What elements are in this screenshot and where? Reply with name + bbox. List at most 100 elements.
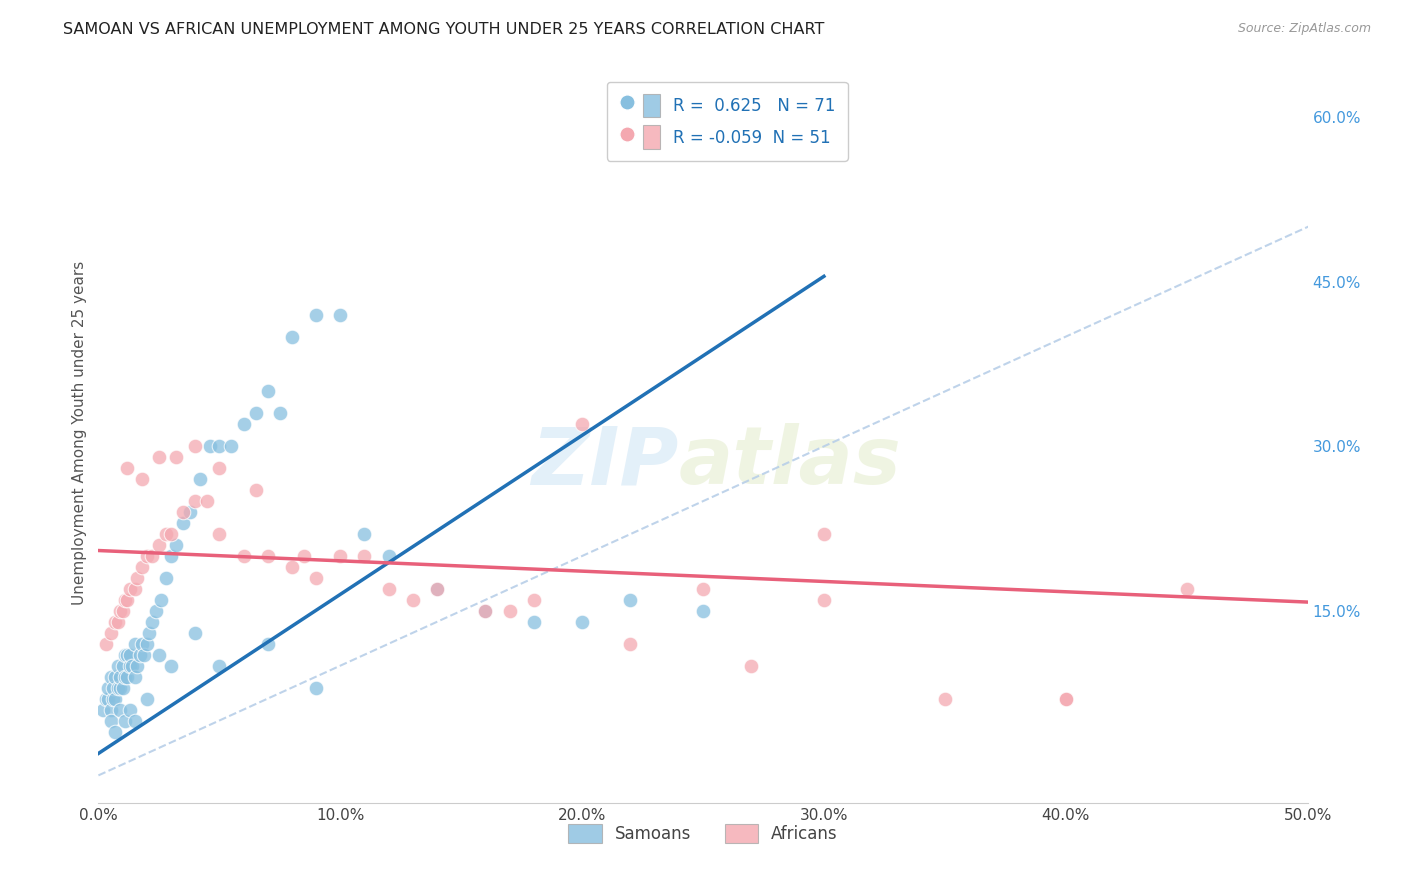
Point xyxy=(94,691,117,706)
Point xyxy=(353,549,375,563)
Point xyxy=(124,670,146,684)
Point xyxy=(232,417,254,432)
Point xyxy=(426,582,449,596)
Point xyxy=(114,593,136,607)
Point xyxy=(155,527,177,541)
Point xyxy=(117,461,139,475)
Point xyxy=(208,439,231,453)
Point xyxy=(165,538,187,552)
Point xyxy=(104,724,127,739)
Point xyxy=(108,681,131,695)
Point xyxy=(104,691,127,706)
Point xyxy=(474,604,496,618)
Point xyxy=(195,494,218,508)
Point xyxy=(160,527,183,541)
Point xyxy=(155,571,177,585)
Point xyxy=(813,593,835,607)
Point xyxy=(100,714,122,728)
Point xyxy=(740,658,762,673)
Point xyxy=(114,648,136,662)
Point xyxy=(232,549,254,563)
Point xyxy=(117,593,139,607)
Point xyxy=(150,593,173,607)
Point xyxy=(256,549,278,563)
Point xyxy=(148,450,170,465)
Point xyxy=(208,658,231,673)
Point xyxy=(1054,691,1077,706)
Legend: Samoans, Africans: Samoans, Africans xyxy=(561,817,845,850)
Point xyxy=(245,483,267,498)
Text: atlas: atlas xyxy=(679,423,901,501)
Point xyxy=(184,494,207,508)
Point xyxy=(104,615,127,629)
Point xyxy=(121,658,143,673)
Point xyxy=(377,549,399,563)
Text: Source: ZipAtlas.com: Source: ZipAtlas.com xyxy=(1237,22,1371,36)
Point xyxy=(426,582,449,596)
Point xyxy=(377,582,399,596)
Point xyxy=(118,582,141,596)
Point xyxy=(111,604,134,618)
Point xyxy=(127,658,149,673)
Point xyxy=(188,472,211,486)
Point xyxy=(292,549,315,563)
Point xyxy=(474,604,496,618)
Point xyxy=(692,582,714,596)
Text: ZIP: ZIP xyxy=(531,423,679,501)
Point xyxy=(97,681,120,695)
Point xyxy=(281,329,304,343)
Point xyxy=(117,670,139,684)
Y-axis label: Unemployment Among Youth under 25 years: Unemployment Among Youth under 25 years xyxy=(72,260,87,605)
Point xyxy=(131,560,153,574)
Point xyxy=(208,527,231,541)
Point xyxy=(135,691,157,706)
Point xyxy=(117,648,139,662)
Point xyxy=(118,702,141,716)
Point xyxy=(198,439,221,453)
Point xyxy=(107,681,129,695)
Point xyxy=(127,571,149,585)
Point xyxy=(353,527,375,541)
Point xyxy=(179,505,201,519)
Point xyxy=(128,648,150,662)
Point xyxy=(1175,582,1198,596)
Point xyxy=(523,615,546,629)
Point xyxy=(107,658,129,673)
Point xyxy=(138,625,160,640)
Point xyxy=(135,637,157,651)
Point xyxy=(141,549,163,563)
Point xyxy=(108,604,131,618)
Point xyxy=(160,549,183,563)
Point xyxy=(101,691,124,706)
Point xyxy=(91,702,114,716)
Point xyxy=(256,384,278,399)
Point xyxy=(305,308,328,322)
Point xyxy=(100,702,122,716)
Point xyxy=(934,691,956,706)
Point xyxy=(135,549,157,563)
Point xyxy=(134,648,156,662)
Point xyxy=(148,648,170,662)
Point xyxy=(305,571,328,585)
Point xyxy=(269,406,291,420)
Point xyxy=(101,681,124,695)
Point xyxy=(108,702,131,716)
Point xyxy=(160,658,183,673)
Point xyxy=(329,549,352,563)
Point xyxy=(118,648,141,662)
Point xyxy=(114,670,136,684)
Point xyxy=(402,593,425,607)
Point xyxy=(329,308,352,322)
Point xyxy=(104,670,127,684)
Point xyxy=(619,637,641,651)
Point xyxy=(111,681,134,695)
Point xyxy=(107,615,129,629)
Point xyxy=(281,560,304,574)
Point xyxy=(172,516,194,530)
Point xyxy=(94,637,117,651)
Point xyxy=(124,582,146,596)
Point xyxy=(813,527,835,541)
Point xyxy=(100,625,122,640)
Point xyxy=(221,439,243,453)
Point xyxy=(148,538,170,552)
